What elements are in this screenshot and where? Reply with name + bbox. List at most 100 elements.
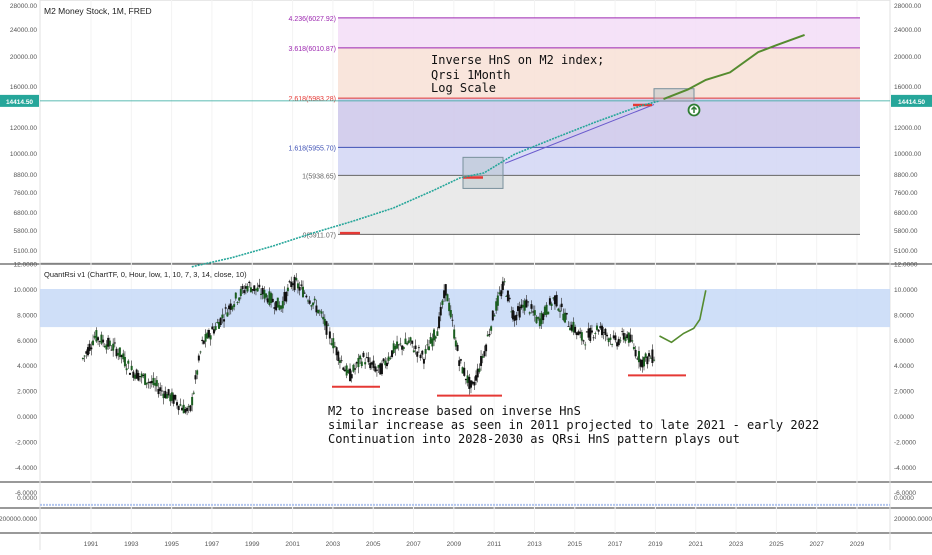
rsi-candle <box>343 369 346 372</box>
main-annotation-line-2: Qrsi 1Month <box>431 68 510 82</box>
rsi-candle <box>639 359 642 367</box>
rsi-candle <box>354 368 357 370</box>
rsi-candle <box>616 342 619 347</box>
rsi-tick-left: -4.0000 <box>15 465 37 472</box>
rsi-candle <box>421 350 424 355</box>
rsi-candle <box>557 308 560 311</box>
rsi-candle <box>276 297 279 308</box>
rsi-candle <box>290 281 293 288</box>
rsi-candle <box>181 407 184 411</box>
rsi-candle <box>288 281 291 283</box>
rsi-candle <box>649 357 652 359</box>
m2-series-line <box>191 100 660 268</box>
rsi-candle <box>120 355 123 358</box>
rsi-candle <box>592 337 595 339</box>
m2-series <box>191 33 805 268</box>
rsi-candle <box>414 345 417 349</box>
rsi-candle <box>441 300 444 305</box>
main-annotation-line-1: Inverse HnS on M2 index; <box>431 53 604 67</box>
rsi-candle <box>280 305 283 309</box>
rsi-candle <box>350 374 353 379</box>
rsi-candle <box>323 318 326 326</box>
rsi-candle <box>234 292 237 299</box>
rsi-candle <box>485 344 488 352</box>
rsi-candle <box>411 340 414 344</box>
rsi-candle <box>128 372 131 375</box>
rsi-candle <box>548 298 551 305</box>
rsi-candle <box>349 368 352 382</box>
y-tick-right: 16000.00 <box>894 84 921 91</box>
rsi-candle <box>488 334 491 336</box>
rsi-candle <box>473 381 476 386</box>
rsi-candle <box>196 370 199 375</box>
rsi-candle <box>380 363 383 375</box>
rsi-tick-left: 8.0000 <box>17 312 37 319</box>
rsi-candle <box>85 351 88 354</box>
rsi-candle <box>265 293 268 298</box>
rsi-candle <box>569 327 572 331</box>
rsi-tick-right: -6.0000 <box>894 490 916 497</box>
rsi-candle <box>159 387 162 391</box>
rsi-candle <box>233 304 236 307</box>
rsi-candle <box>458 360 461 366</box>
rsi-candle <box>115 348 118 357</box>
rsi-candle <box>590 330 593 333</box>
rsi-candle <box>307 300 310 302</box>
m2-projection-line <box>663 33 805 101</box>
rsi-candle <box>246 285 249 292</box>
rsi-candle <box>389 358 392 359</box>
rsi-candle <box>545 304 548 315</box>
rsi-candle <box>444 284 447 296</box>
y-tick-right: 8800.00 <box>894 172 918 179</box>
rsi-candle <box>537 317 540 319</box>
rsi-candle <box>112 343 115 351</box>
x-tick: 2017 <box>608 541 623 548</box>
rsi-candle <box>271 298 274 303</box>
panel4-tick-right: 200000.0000 <box>894 516 932 523</box>
rsi-candle <box>90 347 93 350</box>
rsi-tick-right: 12.0000 <box>894 262 918 269</box>
rsi-candle <box>419 354 422 359</box>
rsi-candle <box>108 340 111 347</box>
rsi-candle <box>322 316 325 320</box>
rsi-candle <box>100 334 103 344</box>
rsi-candle <box>532 311 535 313</box>
rsi-candle <box>157 389 160 395</box>
rsi-candle <box>486 334 489 337</box>
rsi-candle <box>296 283 299 289</box>
rsi-candle <box>201 339 204 342</box>
rsi-candle <box>218 322 221 329</box>
rsi-candle <box>130 365 133 370</box>
rsi-candle <box>385 362 388 367</box>
rsi-candle <box>552 297 555 299</box>
fib-label: 1(5938.65) <box>302 173 336 180</box>
rsi-candle <box>481 356 484 358</box>
rsi-candle <box>165 393 168 399</box>
rsi-candle <box>478 368 481 372</box>
y-tick-left: 20000.00 <box>10 54 37 61</box>
rsi-candle <box>209 335 212 340</box>
rsi-candle <box>443 290 446 299</box>
rsi-candle <box>547 311 550 315</box>
rsi-candle <box>369 362 372 369</box>
rsi-candle <box>471 381 474 384</box>
rsi-annotation-line-2: similar increase as seen in 2011 project… <box>328 418 819 432</box>
rsi-candle <box>503 281 506 283</box>
rsi-candle <box>438 316 441 329</box>
rsi-candle <box>127 360 130 364</box>
x-tick: 2027 <box>809 541 824 548</box>
fib-zone <box>338 17 860 48</box>
rsi-tick-right: 8.0000 <box>894 312 914 319</box>
rsi-candle <box>352 364 355 372</box>
fib-zone <box>338 98 860 148</box>
rsi-candle <box>110 349 113 351</box>
rsi-candle <box>449 309 452 318</box>
rsi-candle <box>535 316 538 324</box>
rsi-candle <box>327 324 330 326</box>
rsi-candle <box>422 359 425 364</box>
main-annotation-line-3: Log Scale <box>431 81 496 95</box>
rsi-candle <box>594 333 597 335</box>
rsi-candle <box>298 286 301 291</box>
rsi-candle <box>221 314 224 318</box>
rsi-candle <box>357 357 360 368</box>
